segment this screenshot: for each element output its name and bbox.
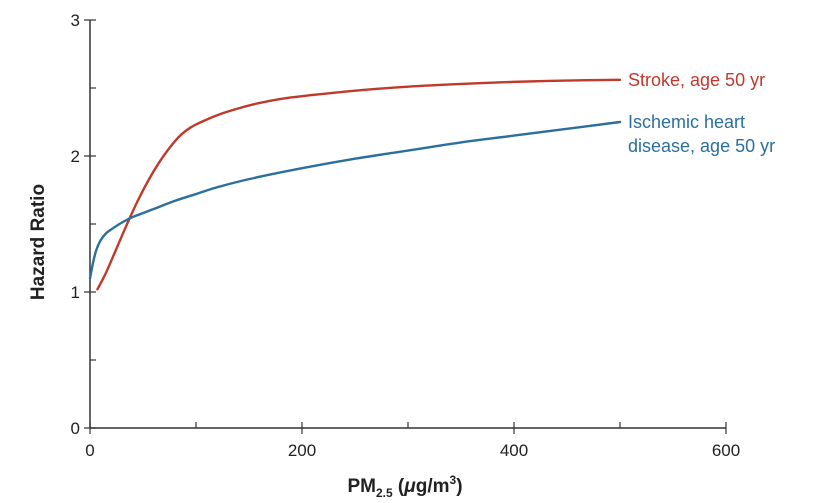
series-labels: Stroke, age 50 yr Ischemic heart disease, … <box>628 70 775 156</box>
tick-labels: 0 1 2 3 0 200 400 600 <box>71 11 741 460</box>
y-axis-title: Hazard Ratio <box>28 184 49 300</box>
ihd-series-line <box>88 120 622 280</box>
x-axis-title-unit-open: ( <box>393 476 405 497</box>
series-label-line: Stroke, age 50 yr <box>628 70 765 90</box>
stroke-series-label: Stroke, age 50 yr <box>628 70 765 90</box>
series-lines <box>88 78 622 291</box>
y-tick-label: 3 <box>71 11 80 30</box>
x-axis-title-superscript: 3 <box>450 473 457 487</box>
x-axis-title-mu: μ <box>403 476 416 497</box>
x-tick-label: 400 <box>500 441 528 460</box>
x-tick-label: 200 <box>288 441 316 460</box>
x-axis-title: PM2.5 (μg/m3) <box>347 473 462 500</box>
series-label-line: Ischemic heart <box>628 112 745 132</box>
stroke-series-line <box>96 78 622 291</box>
ticks <box>84 19 727 434</box>
x-tick-label: 600 <box>712 441 740 460</box>
x-axis-title-subscript: 2.5 <box>376 486 393 500</box>
x-axis-title-unit: g/m <box>416 476 450 497</box>
x-axis-title-unit-close: ) <box>456 476 462 497</box>
ihd-series-label: Ischemic heart disease, age 50 yr <box>628 112 775 156</box>
y-tick-label: 0 <box>71 419 80 438</box>
series-label-line: disease, age 50 yr <box>628 136 775 156</box>
y-tick-label: 2 <box>71 147 80 166</box>
x-axis-title-main: PM <box>347 476 376 497</box>
y-tick-label: 1 <box>71 283 80 302</box>
x-tick-label: 0 <box>85 441 94 460</box>
